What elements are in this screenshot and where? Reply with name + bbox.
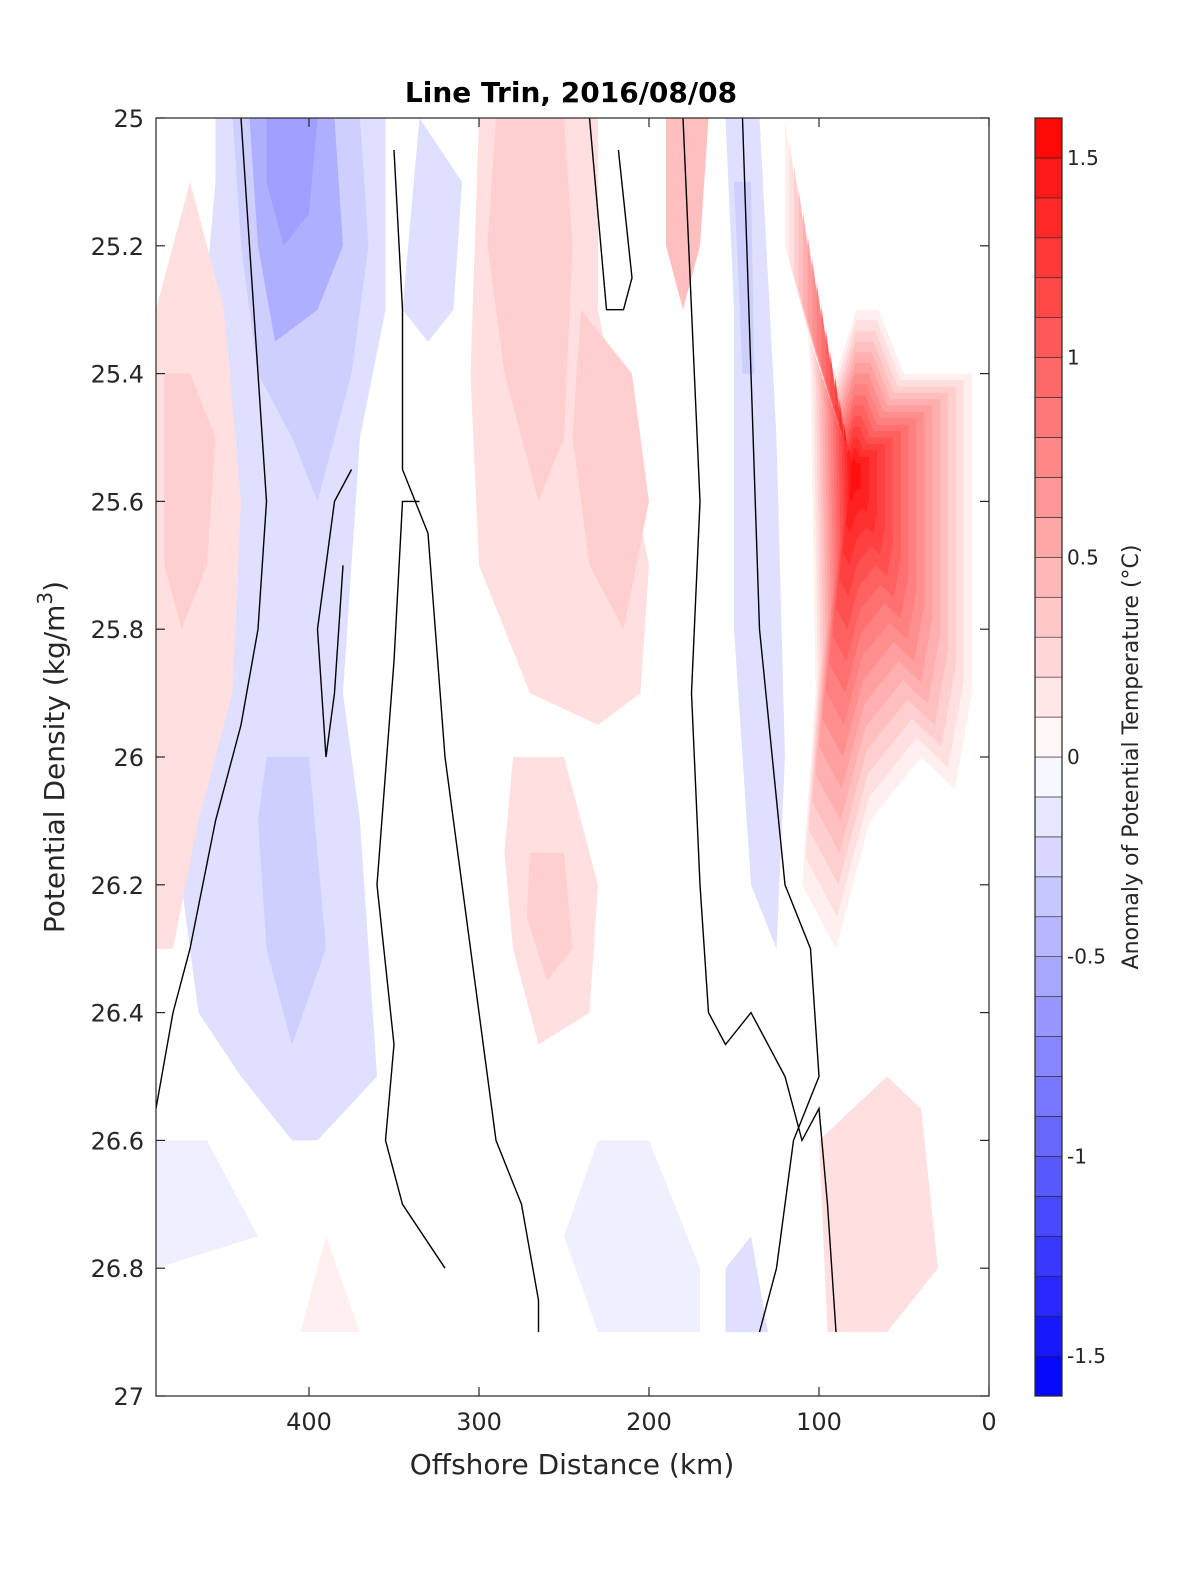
anomaly-region: [564, 1140, 700, 1333]
colorbar-segment: [1034, 1036, 1063, 1077]
colorbar-segment: [1034, 1315, 1063, 1357]
anomaly-region: [258, 757, 326, 1045]
colorbar-segment: [1034, 636, 1063, 678]
colorbar-frame: [1034, 117, 1063, 1397]
colorbar-segment: [1034, 676, 1063, 718]
colorbar-segment: [1034, 1156, 1063, 1197]
colorbar-segment: [1034, 1275, 1063, 1317]
colorbar-segment: [1034, 1235, 1063, 1277]
x-tick-label: 100: [796, 1408, 842, 1436]
colorbar-segment: [1034, 1076, 1063, 1117]
y-axis-label-close: ): [38, 581, 71, 592]
y-axis-label-main: Potential Density (kg/m: [38, 605, 71, 934]
chart-title: Line Trin, 2016/08/08: [405, 76, 737, 109]
colorbar-tick-label: 0: [1067, 745, 1080, 769]
anomaly-region: [487, 118, 573, 502]
y-tick-label: 26.6: [91, 1127, 144, 1155]
anomaly-region: [164, 373, 216, 630]
x-axis-ticks: 400 300 200 100 0: [286, 118, 997, 1436]
x-axis-label: Offshore Distance (km): [410, 1448, 735, 1481]
y-tick-label: 25.6: [91, 488, 144, 516]
colorbar-segment: [1034, 876, 1063, 918]
colorbar-segment: [1034, 437, 1063, 478]
colorbar-segment: [1034, 1116, 1063, 1157]
colorbar-tick-label: 1.5: [1067, 146, 1099, 170]
colorbar-segment: [1034, 596, 1063, 638]
colorbar-segment: [1034, 517, 1063, 558]
colorbar: 1.5 1 0.5 0 -0.5 -1 -1.5: [1034, 117, 1106, 1397]
anomaly-region: [819, 1076, 938, 1333]
colorbar-segment: [1034, 1355, 1063, 1397]
anomaly-region: [266, 118, 318, 246]
zero-contour: [393, 149, 540, 1333]
colorbar-segment: [1034, 477, 1063, 518]
y-tick-label: 25.2: [91, 233, 144, 261]
x-tick-label: 400: [286, 1408, 332, 1436]
colorbar-label: Anomaly of Potential Temperature (°C): [1119, 545, 1144, 970]
y-tick-label: 25.4: [91, 361, 144, 389]
colorbar-segment: [1034, 956, 1063, 997]
x-tick-label: 200: [626, 1408, 672, 1436]
colorbar-segment: [1034, 796, 1063, 838]
anomaly-region: [402, 118, 462, 342]
y-axis-ticks: 25 25.2 25.4 25.6 25.8 26 26.2 26.4 26.6 26.8 27: [91, 105, 989, 1411]
anomaly-region: [156, 1140, 258, 1269]
plot-area: [156, 118, 989, 1396]
zero-contour: [588, 117, 633, 311]
zero-contour: [155, 117, 268, 1109]
colorbar-segment: [1034, 357, 1063, 398]
colorbar-segment: [1034, 197, 1063, 239]
anomaly-region: [725, 1236, 768, 1333]
y-tick-label: 25: [113, 105, 144, 133]
colorbar-tick-label: 0.5: [1067, 545, 1099, 569]
colorbar-segment: [1034, 716, 1063, 758]
colorbar-segment: [1034, 317, 1063, 358]
zero-contour: [682, 117, 837, 1333]
zero-contour: [316, 469, 353, 758]
x-tick-label: 300: [456, 1408, 502, 1436]
anomaly-region: [300, 1236, 360, 1333]
y-tick-label: 26: [113, 744, 144, 772]
colorbar-segment: [1034, 756, 1063, 798]
colorbar-segment: [1034, 996, 1063, 1037]
y-tick-label: 25.8: [91, 616, 144, 644]
x-tick-label: 0: [981, 1408, 996, 1436]
colorbar-tick-label: 1: [1067, 346, 1080, 370]
colorbar-tick-label: -0.5: [1067, 945, 1106, 969]
colorbar-segment: [1034, 397, 1063, 438]
zero-contour: [376, 500, 446, 1269]
colorbar-segment: [1034, 277, 1063, 318]
colorbar-segment: [1034, 557, 1063, 598]
y-tick-label: 26.4: [91, 1000, 144, 1028]
colorbar-segment: [1034, 836, 1063, 878]
warm-core-level: [848, 446, 861, 502]
colorbar-tick-label: -1: [1067, 1144, 1087, 1168]
colorbar-segment: [1034, 1196, 1063, 1237]
anomaly-region: [572, 309, 649, 630]
colorbar-segment: [1034, 117, 1063, 159]
y-axis-label: Potential Density (kg/m3): [33, 581, 71, 933]
y-tick-label: 27: [113, 1383, 144, 1411]
zero-contour-lines: [155, 117, 837, 1333]
colorbar-segment: [1034, 157, 1063, 199]
y-tick-label: 26.8: [91, 1255, 144, 1283]
y-tick-label: 26.2: [91, 872, 144, 900]
zero-contour: [741, 117, 820, 1333]
y-axis-label-superscript: 3: [33, 592, 57, 605]
colorbar-tick-label: -1.5: [1067, 1344, 1106, 1368]
colorbar-segment: [1034, 237, 1063, 279]
colorbar-segment: [1034, 916, 1063, 957]
anomaly-region: [526, 852, 573, 981]
